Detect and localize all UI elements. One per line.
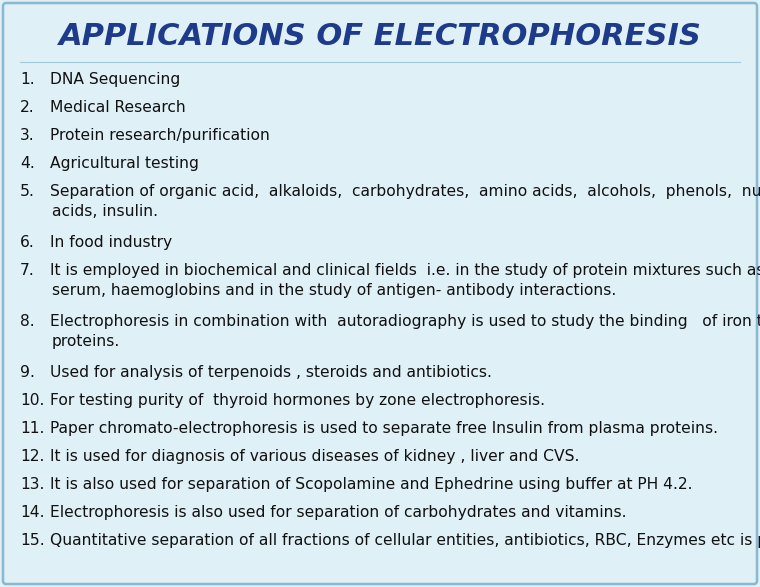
Text: acids, insulin.: acids, insulin.	[52, 204, 158, 219]
Text: 13.: 13.	[20, 477, 44, 492]
Text: Electrophoresis in combination with  autoradiography is used to study the bindin: Electrophoresis in combination with auto…	[50, 314, 760, 329]
Text: 5.: 5.	[20, 184, 35, 199]
Text: It is employed in biochemical and clinical fields  i.e. in the study of protein : It is employed in biochemical and clinic…	[50, 263, 760, 278]
Text: 7.: 7.	[20, 263, 35, 278]
Text: serum, haemoglobins and in the study of antigen- antibody interactions.: serum, haemoglobins and in the study of …	[52, 283, 616, 298]
Text: 4.: 4.	[20, 156, 35, 171]
Text: 8.: 8.	[20, 314, 35, 329]
Text: DNA Sequencing: DNA Sequencing	[50, 72, 180, 87]
Text: Electrophoresis is also used for separation of carbohydrates and vitamins.: Electrophoresis is also used for separat…	[50, 505, 626, 520]
Text: 1.: 1.	[20, 72, 35, 87]
Text: Paper chromato-electrophoresis is used to separate free Insulin from plasma prot: Paper chromato-electrophoresis is used t…	[50, 421, 718, 436]
Text: Agricultural testing: Agricultural testing	[50, 156, 199, 171]
Text: 11.: 11.	[20, 421, 44, 436]
Text: For testing purity of  thyroid hormones by zone electrophoresis.: For testing purity of thyroid hormones b…	[50, 393, 545, 408]
Text: APPLICATIONS OF ELECTROPHORESIS: APPLICATIONS OF ELECTROPHORESIS	[59, 22, 701, 51]
Text: It is also used for separation of Scopolamine and Ephedrine using buffer at PH 4: It is also used for separation of Scopol…	[50, 477, 692, 492]
Text: 3.: 3.	[20, 128, 35, 143]
Text: 14.: 14.	[20, 505, 45, 520]
Text: In food industry: In food industry	[50, 235, 172, 250]
Text: Medical Research: Medical Research	[50, 100, 185, 115]
Text: Protein research/purification: Protein research/purification	[50, 128, 270, 143]
Text: 12.: 12.	[20, 449, 44, 464]
Text: It is used for diagnosis of various diseases of kidney , liver and CVS.: It is used for diagnosis of various dise…	[50, 449, 579, 464]
Text: 15.: 15.	[20, 533, 45, 548]
Text: Quantitative separation of all fractions of cellular entities, antibiotics, RBC,: Quantitative separation of all fractions…	[50, 533, 760, 548]
Text: 9.: 9.	[20, 365, 35, 380]
Text: Separation of organic acid,  alkaloids,  carbohydrates,  amino acids,  alcohols,: Separation of organic acid, alkaloids, c…	[50, 184, 760, 199]
Text: proteins.: proteins.	[52, 334, 120, 349]
Text: Used for analysis of terpenoids , steroids and antibiotics.: Used for analysis of terpenoids , steroi…	[50, 365, 492, 380]
Text: 10.: 10.	[20, 393, 44, 408]
FancyBboxPatch shape	[3, 3, 757, 584]
Text: 6.: 6.	[20, 235, 35, 250]
Text: 2.: 2.	[20, 100, 35, 115]
